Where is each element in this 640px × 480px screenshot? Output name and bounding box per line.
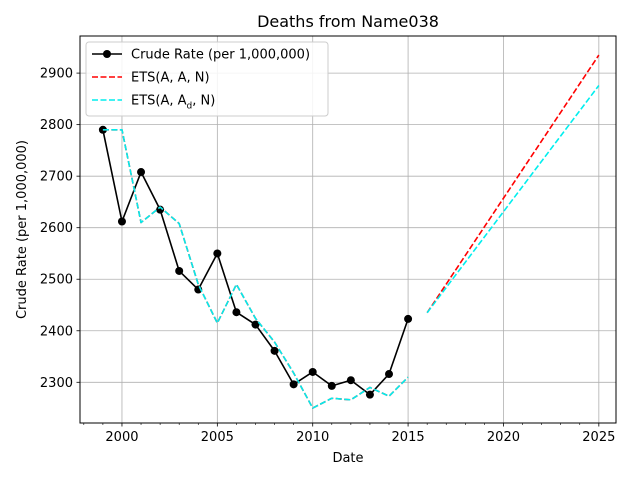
data-point [98,125,107,134]
y-tick-label: 2700 [40,170,73,185]
axes: 2000 2005 2010 2015 2020 2025 2300 2400 2500 2600… [40,67,615,445]
x-axis-label: Date [332,451,363,466]
data-point [213,249,222,258]
x-tick-label: 2025 [582,430,615,445]
series-line-1 [426,54,600,314]
data-point [346,376,355,385]
legend-label-text: Crude Rate (per 1,000,000) [131,48,310,63]
x-tick-label: 2020 [487,430,520,445]
data-point [404,314,413,323]
data-point [232,308,241,317]
x-tick-label: 2010 [296,430,329,445]
data-point [289,380,298,389]
legend-box [85,41,329,117]
legend-label-subscript: d [187,102,193,112]
plot-frame [79,35,617,424]
legend-label-1: ETS(A, A, N) [131,71,210,86]
y-tick-label: 2800 [40,118,73,133]
legend-label-text: ETS(A, A [131,94,187,109]
data-point [251,320,260,329]
y-tick-label: 2900 [40,67,73,82]
y-tick-label: 2400 [40,324,73,339]
data-point [156,205,165,214]
y-tick-label: 2600 [40,221,73,236]
data-point [175,266,184,275]
x-tick-label: 2000 [105,430,138,445]
legend-label-text: , N) [192,94,215,109]
legend: Crude Rate (per 1,000,000)ETS(A, A, N)ET… [85,41,329,117]
data-point [308,367,317,376]
data-point [137,168,146,177]
y-tick-label: 2300 [40,376,73,391]
series-line-2 [426,84,600,314]
legend-label-0: Crude Rate (per 1,000,000) [131,48,310,63]
x-tick-label: 2005 [201,430,234,445]
legend-label-2: ETS(A, Ad, N) [131,94,215,112]
data-point [385,370,394,379]
x-tick-label: 2015 [392,430,425,445]
data-point [365,390,374,399]
legend-label-text: ETS(A, A, N) [131,71,210,86]
data-point [117,217,126,226]
chart-title: Deaths from Name038 [257,12,439,31]
plot-area [98,54,600,409]
series-line-2 [102,128,409,409]
y-axis-label: Crude Rate (per 1,000,000) [15,140,30,319]
y-tick-label: 2500 [40,273,73,288]
data-point [327,381,336,390]
legend-marker-0 [103,50,111,58]
data-point [270,346,279,355]
